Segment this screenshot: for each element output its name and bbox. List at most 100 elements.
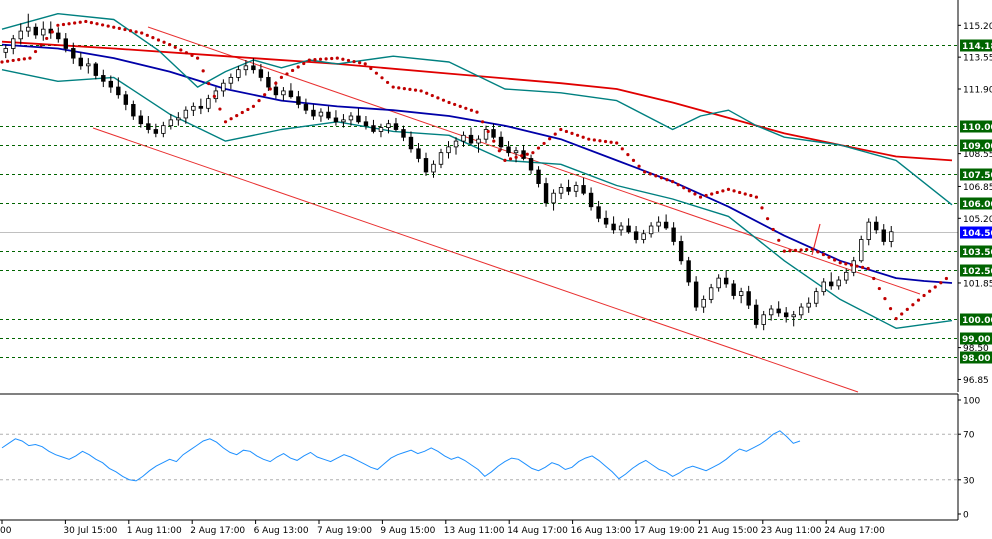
candle-body [311, 109, 316, 117]
sar-dot [827, 255, 831, 259]
candle-body [461, 134, 466, 142]
sar-dot [704, 193, 708, 198]
candle-body [146, 123, 151, 130]
sar-dot [335, 56, 339, 60]
sar-dot [218, 107, 222, 111]
candle-body [844, 271, 849, 281]
rsi-tick-label: 100 [963, 397, 980, 407]
sar-dot [307, 58, 311, 62]
sar-dot [168, 43, 172, 47]
sar-dot [754, 195, 759, 199]
sar-dot [643, 170, 647, 174]
sar-dot [235, 114, 239, 118]
bollinger-lower-line [1, 69, 953, 329]
sar-dot [179, 48, 183, 52]
candle-body [183, 109, 189, 119]
sar-dot [900, 312, 904, 316]
level-badge [960, 332, 992, 345]
candle-body [378, 127, 384, 132]
sar-dot [419, 89, 423, 93]
sar-dot [251, 104, 256, 108]
sar-dot [89, 20, 94, 25]
candle-body [874, 221, 879, 231]
candle-body [566, 187, 571, 192]
sar-dot [905, 307, 909, 311]
candle-body [11, 38, 16, 49]
candle-body [476, 138, 481, 144]
sar-dot [581, 135, 585, 139]
sar-dot [833, 258, 837, 262]
candle-body [333, 117, 339, 123]
candle-body [723, 277, 729, 285]
sar-dot [61, 22, 66, 27]
candle-body [573, 185, 579, 192]
candle-body [41, 28, 46, 36]
sar-dot [821, 252, 826, 257]
sar-dot [531, 151, 535, 155]
sar-dot [447, 100, 451, 105]
level-label: 107.50 [962, 171, 992, 181]
sar-dot [318, 57, 323, 61]
sar-dot [916, 298, 921, 302]
sar-dot [844, 262, 848, 266]
candle-body [386, 123, 391, 128]
rsi-tick-label: 0 [963, 511, 969, 521]
level-badge [960, 168, 992, 181]
sar-dot [402, 87, 406, 91]
candle-body [551, 192, 556, 204]
candle-body [753, 304, 759, 325]
sar-dot [480, 120, 485, 124]
sar-dot [598, 139, 602, 143]
sar-dot [17, 58, 21, 62]
candlesticks [3, 13, 894, 331]
sar-dot [888, 307, 893, 311]
price-panel-background [0, 0, 958, 392]
sar-dot [721, 189, 725, 193]
candle-body [243, 65, 249, 71]
sar-dot [458, 104, 462, 108]
candle-body [86, 63, 91, 67]
sar-dot [710, 192, 714, 196]
sar-dot [469, 108, 474, 112]
sar-dot [676, 183, 680, 187]
sar-dot [670, 180, 675, 184]
sar-dot [637, 164, 641, 168]
candle-body [251, 65, 256, 71]
sar-dot [894, 317, 898, 321]
candle-body [663, 221, 669, 229]
candle-body [678, 241, 684, 262]
sar-dot [564, 129, 569, 134]
candle-body [626, 225, 631, 233]
level-badge [960, 313, 992, 326]
candle-body [161, 125, 166, 134]
sar-dot [609, 140, 613, 144]
sar-dot [771, 227, 775, 232]
price-panel: 115.20 113.55 111.90 108.55 106.85 105.20 101.… [0, 0, 992, 393]
sar-dot [84, 19, 88, 24]
sar-dot [207, 81, 211, 86]
sar-dot [520, 154, 524, 158]
sar-dot [726, 187, 731, 191]
sar-dot [285, 72, 289, 76]
level-badge [960, 245, 992, 258]
time-tick-label: 30 Jul 15:00 [63, 526, 117, 536]
candle-body [341, 119, 346, 123]
time-tick-label: 2 Aug 17:00 [190, 526, 245, 536]
candle-body [431, 163, 436, 173]
candle-body [633, 231, 639, 240]
candle-body [453, 140, 459, 148]
candle-body [236, 69, 241, 78]
sar-dot [302, 61, 306, 66]
sar-dot [162, 40, 166, 44]
sar-dot [860, 265, 865, 269]
sar-dot [799, 248, 803, 252]
sar-dot [464, 106, 468, 110]
sar-dot [112, 25, 116, 29]
candle-body [191, 105, 196, 111]
candle-body [93, 63, 99, 76]
sar-dot [911, 303, 915, 307]
time-tick-label: 14 Aug 17:00 [507, 526, 568, 536]
sar-dot [0, 60, 4, 64]
candle-body [866, 221, 871, 240]
rsi-panel: 100 70 30 0 [0, 394, 980, 521]
